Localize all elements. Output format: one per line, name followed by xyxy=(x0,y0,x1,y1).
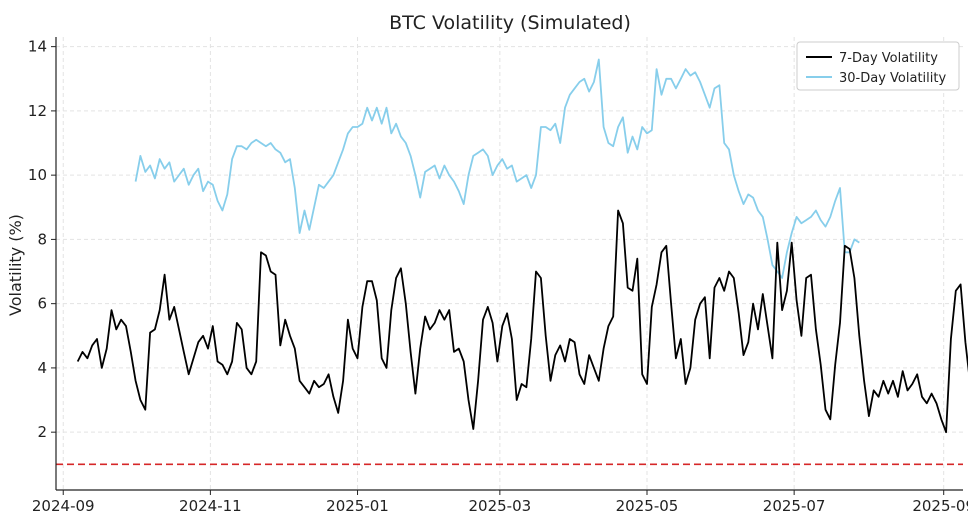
y-tick-label: 8 xyxy=(37,230,47,248)
x-tick-label: 2025-05 xyxy=(616,497,679,515)
y-tick-label: 2 xyxy=(37,423,47,441)
y-tick-label: 6 xyxy=(37,295,47,313)
x-tick-label: 2025-09 xyxy=(912,497,968,515)
x-tick-label: 2025-07 xyxy=(763,497,826,515)
legend-box xyxy=(796,41,960,91)
legend-label-7day: 7-Day Volatility xyxy=(839,51,938,66)
axes-layer xyxy=(55,37,963,491)
y-tick-label: 10 xyxy=(28,166,47,184)
ticks-layer: 2 4 6 8 10 12 14 2024-09 2024-11 2025-01 2025-03 20… xyxy=(28,38,968,515)
series-line-7day-volatility xyxy=(76,209,968,434)
x-tick-label: 2024-09 xyxy=(32,497,95,515)
x-tick-label: 2024-11 xyxy=(179,497,242,515)
chart-title: BTC Volatility (Simulated) xyxy=(389,12,631,34)
plot-layer xyxy=(56,58,968,466)
series-line-30day-volatility xyxy=(134,58,860,279)
y-tick-label: 4 xyxy=(37,359,47,377)
x-tick-label: 2025-01 xyxy=(326,497,389,515)
legend: 7-Day Volatility 30-Day Volatility xyxy=(796,41,960,91)
y-tick-label: 12 xyxy=(28,102,47,120)
y-tick-label: 14 xyxy=(28,38,47,56)
x-tick-label: 2025-03 xyxy=(469,497,532,515)
y-axis-title: Volatility (%) xyxy=(6,214,25,316)
legend-label-30day: 30-Day Volatility xyxy=(839,71,946,86)
